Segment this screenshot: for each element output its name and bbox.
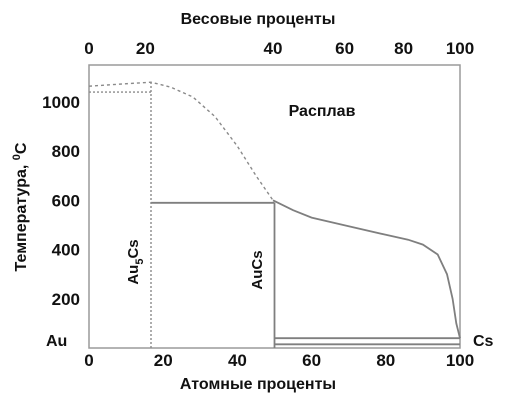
- left-axis-title-main: Температура,: [13, 160, 30, 271]
- melt-label: Расплав: [289, 103, 356, 120]
- bottom-tick-label: 60: [302, 351, 321, 370]
- bottom-tick-label: 20: [154, 351, 173, 370]
- bottom-tick-label: 40: [228, 351, 247, 370]
- left-tick-label: 1000: [42, 93, 80, 112]
- bottom-tick-label: 80: [376, 351, 395, 370]
- top-tick-label: 80: [394, 39, 413, 58]
- left-tick-labels: 200 400 600 800 1000: [42, 93, 80, 309]
- bottom-tick-labels: 0 20 40 60 80 100: [84, 351, 474, 370]
- top-axis-title: Весовые проценты: [181, 11, 336, 28]
- au-label: Au: [46, 333, 67, 350]
- au5cs-label: Au5Cs: [125, 239, 146, 284]
- bottom-tick-label: 100: [446, 351, 474, 370]
- top-tick-label: 0: [84, 39, 93, 58]
- left-tick-label: 200: [52, 290, 80, 309]
- top-tick-label: 60: [335, 39, 354, 58]
- left-tick-label: 600: [52, 191, 80, 210]
- left-tick-label: 800: [52, 142, 80, 161]
- au5cs-label-b: Cs: [125, 239, 142, 258]
- left-axis-title: Температура, 0C: [11, 142, 30, 271]
- bottom-axis-title: Атомные проценты: [180, 376, 336, 393]
- top-tick-labels: 0 20 40 60 80 100: [84, 39, 474, 58]
- left-axis-title-sup: 0: [11, 154, 23, 160]
- phase-line-solid: [272, 199, 461, 339]
- left-tick-label: 400: [52, 241, 80, 260]
- au5cs-label-sub: 5: [134, 259, 146, 265]
- top-tick-label: 20: [136, 39, 155, 58]
- phase-lines: [88, 81, 461, 348]
- au5cs-label-a: Au: [125, 265, 142, 285]
- phase-line-dashed: [88, 81, 274, 201]
- cs-label: Cs: [473, 333, 494, 350]
- aucs-label: AuCs: [249, 250, 266, 289]
- bottom-tick-label: 0: [84, 351, 93, 370]
- left-axis-title-unit: C: [13, 142, 30, 154]
- top-tick-label: 100: [446, 39, 474, 58]
- top-tick-label: 40: [264, 39, 283, 58]
